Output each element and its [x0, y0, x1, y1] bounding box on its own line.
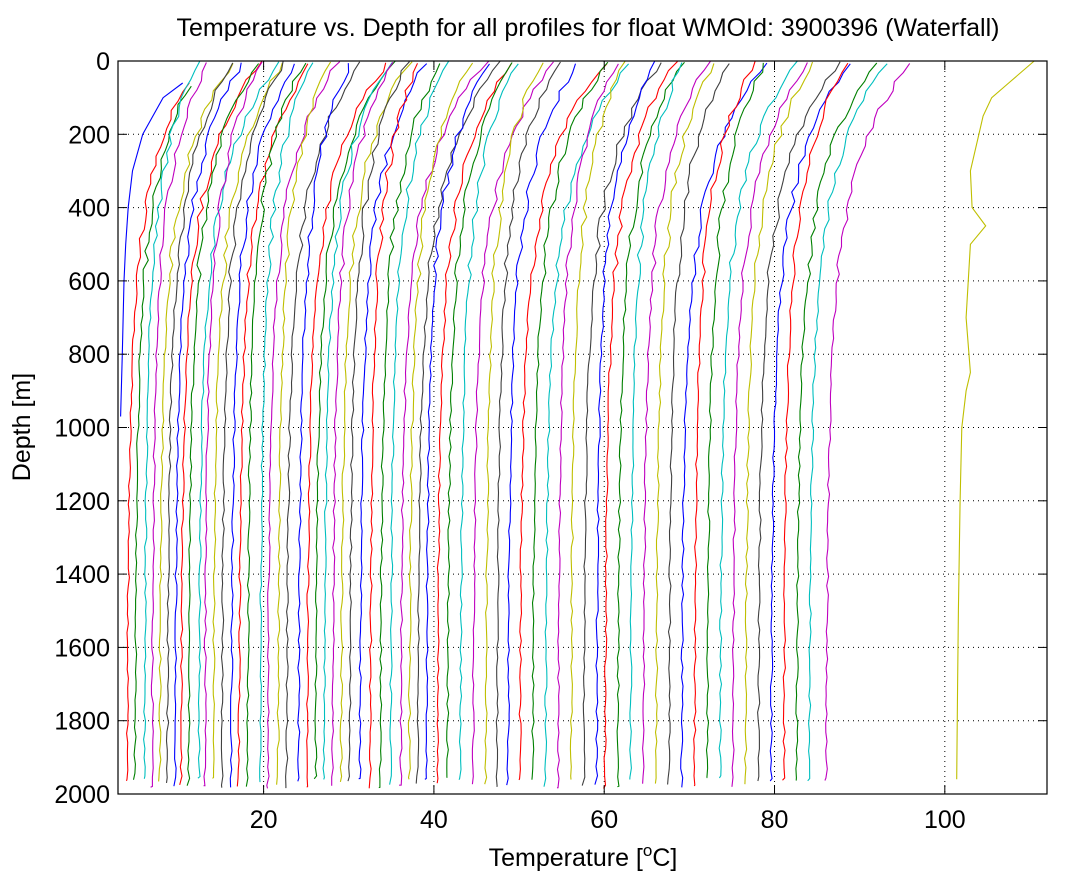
profile-line-57 [680, 62, 768, 788]
profile-line-42 [495, 61, 561, 788]
x-tick-label: 40 [420, 806, 448, 834]
y-tick-label: 600 [68, 268, 110, 296]
profile-line-12 [203, 61, 263, 787]
profile-line-69 [956, 60, 1035, 780]
y-tick-label: 400 [68, 195, 110, 223]
profile-line-7 [165, 62, 234, 783]
profile-line-18 [259, 62, 314, 783]
profile-line-52 [616, 61, 685, 788]
profile-line-31 [378, 63, 441, 789]
profile-line-32 [389, 61, 450, 785]
x-tick-label: 100 [924, 806, 966, 834]
profile-line-15 [229, 63, 295, 788]
y-tick-label: 800 [68, 341, 110, 369]
x-axis-label-main: Temperature [ [489, 844, 643, 872]
profile-line-61 [731, 62, 808, 787]
profile-line-36 [424, 63, 490, 780]
profile-line-48 [569, 61, 626, 780]
profile-line-49 [581, 62, 662, 786]
x-axis-label-superscript: o [643, 841, 652, 860]
profile-line-39 [458, 63, 519, 780]
y-tick-label: 1600 [54, 634, 110, 662]
profile-line-23 [306, 62, 387, 788]
profile-line-21 [285, 61, 361, 789]
y-tick-label: 1000 [54, 415, 110, 443]
y-tick-label: 2000 [54, 781, 110, 809]
x-tick-label: 80 [761, 806, 789, 834]
profile-line-50 [594, 60, 656, 785]
profile-line-51 [603, 61, 678, 789]
profile-line-56 [667, 63, 730, 785]
profile-line-54 [642, 60, 711, 784]
profile-line-9 [179, 61, 263, 786]
profile-line-40 [471, 61, 554, 785]
y-tick-label: 1200 [54, 488, 110, 516]
y-tick-label: 200 [68, 121, 110, 149]
profile-line-46 [543, 63, 630, 787]
profile-line-55 [654, 63, 715, 784]
profile-line-16 [236, 63, 309, 787]
profile-line-64 [769, 63, 851, 782]
profile-line-17 [245, 62, 307, 787]
y-tick-label: 1800 [54, 708, 110, 736]
profile-line-8 [173, 62, 242, 787]
profile-line-4 [143, 61, 201, 779]
x-tick-label: 60 [590, 806, 618, 834]
profile-line-44 [518, 63, 608, 781]
profile-line-14 [220, 61, 284, 788]
grid [118, 61, 1047, 794]
x-axis-label: Temperature [oC] [489, 841, 678, 872]
y-tick-label: 0 [96, 48, 110, 76]
profile-line-11 [197, 61, 280, 779]
x-tick-labels: 20 40 60 80 100 [250, 806, 966, 834]
profile-line-25 [322, 62, 393, 780]
y-axis-label: Depth [m] [8, 373, 36, 481]
profile-line-68 [824, 63, 911, 781]
profile-line-2 [125, 82, 190, 782]
profile-line-58 [693, 61, 756, 787]
profile-line-3 [132, 85, 192, 780]
profile-line-24 [313, 60, 396, 780]
profile-line-41 [484, 62, 544, 785]
profile-line-47 [556, 63, 619, 789]
profile-line-35 [415, 60, 501, 784]
profile-line-53 [629, 62, 683, 780]
profile-line-6 [158, 63, 234, 782]
profile-line-27 [339, 61, 413, 783]
chart-title: Temperature vs. Depth for all profiles f… [176, 14, 999, 42]
profile-line-60 [718, 60, 798, 779]
profile-line-67 [807, 63, 888, 782]
profile-line-13 [212, 62, 283, 779]
profile-line-37 [436, 63, 512, 784]
profile-line-1 [120, 82, 184, 417]
profile-line-59 [705, 62, 764, 779]
profile-line-34 [407, 62, 474, 780]
profile-line-28 [347, 61, 410, 782]
profile-line-38 [446, 62, 513, 779]
profile-line-62 [744, 61, 814, 785]
y-tick-labels: 0 200 400 600 800 1000 1200 1400 1600 1800 2000 [54, 48, 110, 809]
ticks [118, 60, 1047, 795]
profile-line-19 [266, 61, 341, 789]
y-tick-label: 1400 [54, 561, 110, 589]
profile-line-45 [531, 61, 609, 780]
profiles [120, 60, 1035, 789]
x-tick-label: 20 [250, 806, 278, 834]
profile-line-22 [297, 63, 350, 782]
profile-line-63 [757, 61, 841, 782]
profile-line-30 [368, 63, 418, 789]
profile-line-20 [276, 61, 332, 785]
plot-frame [117, 60, 1048, 795]
profile-line-43 [506, 63, 577, 786]
profile-line-26 [331, 61, 394, 786]
x-axis-label-tail: C] [652, 844, 677, 872]
profile-line-29 [358, 63, 428, 780]
profile-line-5 [150, 62, 207, 788]
profile-line-33 [399, 60, 490, 786]
profile-line-10 [186, 63, 260, 786]
profile-line-65 [782, 62, 849, 781]
profile-line-66 [795, 62, 878, 781]
